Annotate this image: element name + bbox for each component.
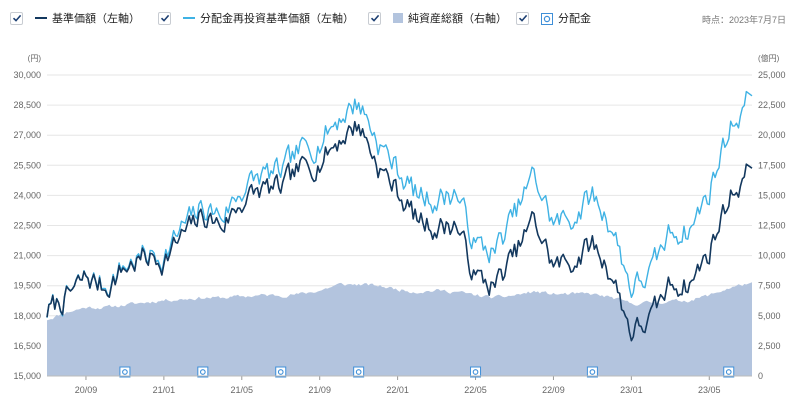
net-assets-area — [47, 282, 752, 376]
y-right-tick-label: 20,000 — [758, 130, 786, 140]
y-right-tick-label: 22,500 — [758, 100, 786, 110]
y-left-tick-label: 21,000 — [13, 251, 41, 261]
y-right-tick-label: 0 — [758, 371, 763, 381]
x-tick-label: 21/01 — [153, 385, 176, 395]
reinvested-nav-line — [46, 90, 753, 318]
y-left-tick-label: 25,500 — [13, 160, 41, 170]
line-swatch-icon — [183, 17, 195, 19]
legend-label: 基準価額（左軸） — [52, 13, 140, 25]
y-left-tick-label: 15,000 — [13, 371, 41, 381]
y-left-tick-label: 18,000 — [13, 311, 41, 321]
x-tick-label: 21/05 — [231, 385, 254, 395]
distribution-marker-dot — [277, 369, 284, 375]
y-left-tick-label: 27,000 — [13, 130, 41, 140]
y-right-tick-label: 7,500 — [758, 281, 781, 291]
legend-label: 純資産総額（右軸） — [408, 13, 507, 25]
nav-line — [46, 120, 753, 342]
y-right-tick-label: 5,000 — [758, 311, 781, 321]
distribution-marker[interactable] — [197, 366, 209, 378]
y-left-tick-label: 28,500 — [13, 100, 41, 110]
legend-label: 分配金再投資基準価額（左軸） — [200, 13, 354, 25]
distribution-marker-dot — [472, 369, 479, 375]
y-right-tick-label: 15,000 — [758, 190, 786, 200]
y-left-tick-label: 19,500 — [13, 281, 41, 291]
x-tick-label: 22/01 — [386, 385, 409, 395]
x-tick-label: 23/05 — [698, 385, 721, 395]
y-right-tick-label: 17,500 — [758, 160, 786, 170]
y-left-tick-label: 30,000 — [13, 70, 41, 80]
legend-item-net-assets[interactable]: 純資産総額（右軸） — [368, 10, 507, 26]
y-right-tick-label: 25,000 — [758, 70, 786, 80]
distribution-marker-icon — [541, 12, 553, 25]
y-left-tick-label: 22,500 — [13, 221, 41, 231]
x-tick-label: 23/01 — [620, 385, 643, 395]
distribution-marker-dot — [199, 369, 206, 375]
distribution-marker[interactable] — [470, 366, 482, 378]
y-right-tick-label: 2,500 — [758, 341, 781, 351]
y-right-tick-label: 12,500 — [758, 221, 786, 231]
line-swatch-icon — [35, 17, 47, 19]
chart-legend: 基準価額（左軸） 分配金再投資基準価額（左軸） 純資産総額（右軸） 分配金 時点… — [0, 0, 800, 34]
x-tick-label: 22/05 — [464, 385, 487, 395]
checkbox-icon[interactable] — [516, 11, 529, 25]
legend-item-distribution[interactable]: 分配金 — [516, 10, 591, 26]
distribution-marker-dot — [725, 369, 732, 375]
legend-item-reinvested-nav[interactable]: 分配金再投資基準価額（左軸） — [158, 10, 354, 26]
x-tick-label: 20/09 — [75, 385, 98, 395]
y-left-unit: (円) — [28, 54, 42, 63]
y-right-unit: (億円) — [758, 53, 780, 63]
distribution-marker[interactable] — [353, 366, 365, 378]
as-of-date: 時点：2023年7月7日 — [701, 15, 786, 25]
legend-item-nav[interactable]: 基準価額（左軸） — [10, 10, 140, 26]
area-swatch-icon — [393, 13, 403, 23]
checkbox-icon[interactable] — [158, 11, 171, 25]
distribution-marker[interactable] — [275, 366, 287, 378]
x-tick-label: 22/09 — [542, 385, 565, 395]
distribution-marker-dot — [122, 369, 128, 375]
y-right-tick-label: 10,000 — [758, 251, 786, 261]
checkbox-icon[interactable] — [368, 11, 381, 25]
distribution-marker[interactable] — [723, 366, 735, 378]
y-left-tick-label: 24,000 — [13, 190, 41, 200]
distribution-marker-dot — [355, 369, 362, 375]
checkbox-icon[interactable] — [10, 11, 23, 25]
x-tick-label: 21/09 — [308, 385, 331, 395]
distribution-marker-dot — [589, 369, 596, 375]
legend-label: 分配金 — [558, 13, 591, 25]
distribution-marker[interactable] — [586, 366, 598, 378]
distribution-marker[interactable] — [119, 366, 131, 378]
price-chart: 30,000 25,000 28,500 22,500 27,000 20,000 25,5… — [13, 53, 786, 395]
y-left-tick-label: 16,500 — [13, 341, 41, 351]
